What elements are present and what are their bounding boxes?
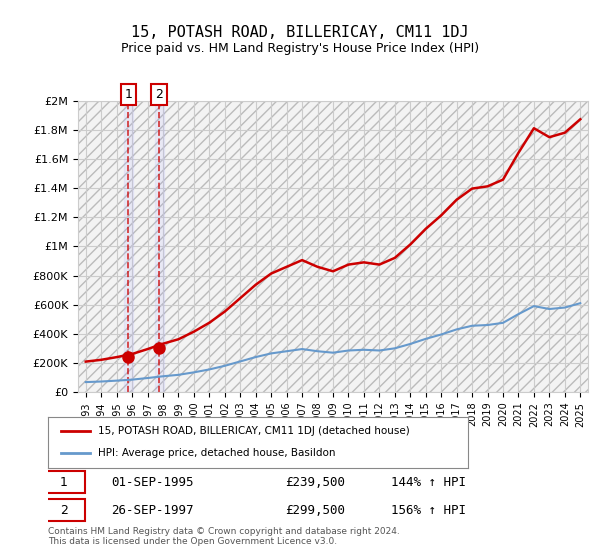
Text: HPI: Average price, detached house, Basildon: HPI: Average price, detached house, Basi…	[98, 449, 336, 459]
Text: 01-SEP-1995: 01-SEP-1995	[112, 475, 194, 489]
Bar	[155, 101, 164, 392]
Text: £299,500: £299,500	[286, 503, 346, 517]
Text: 2: 2	[60, 503, 68, 517]
Text: Price paid vs. HM Land Registry's House Price Index (HPI): Price paid vs. HM Land Registry's House …	[121, 42, 479, 55]
FancyBboxPatch shape	[43, 471, 85, 493]
Text: 144% ↑ HPI: 144% ↑ HPI	[391, 475, 466, 489]
FancyBboxPatch shape	[43, 499, 85, 521]
Bar	[124, 101, 133, 392]
Text: 26-SEP-1997: 26-SEP-1997	[112, 503, 194, 517]
Text: 1: 1	[60, 475, 68, 489]
Text: Contains HM Land Registry data © Crown copyright and database right 2024.
This d: Contains HM Land Registry data © Crown c…	[48, 526, 400, 546]
Text: £239,500: £239,500	[286, 475, 346, 489]
Text: 2: 2	[155, 88, 163, 101]
Text: 15, POTASH ROAD, BILLERICAY, CM11 1DJ: 15, POTASH ROAD, BILLERICAY, CM11 1DJ	[131, 25, 469, 40]
Text: 1: 1	[124, 88, 132, 101]
Text: 156% ↑ HPI: 156% ↑ HPI	[391, 503, 466, 517]
Text: 15, POTASH ROAD, BILLERICAY, CM11 1DJ (detached house): 15, POTASH ROAD, BILLERICAY, CM11 1DJ (d…	[98, 426, 410, 436]
